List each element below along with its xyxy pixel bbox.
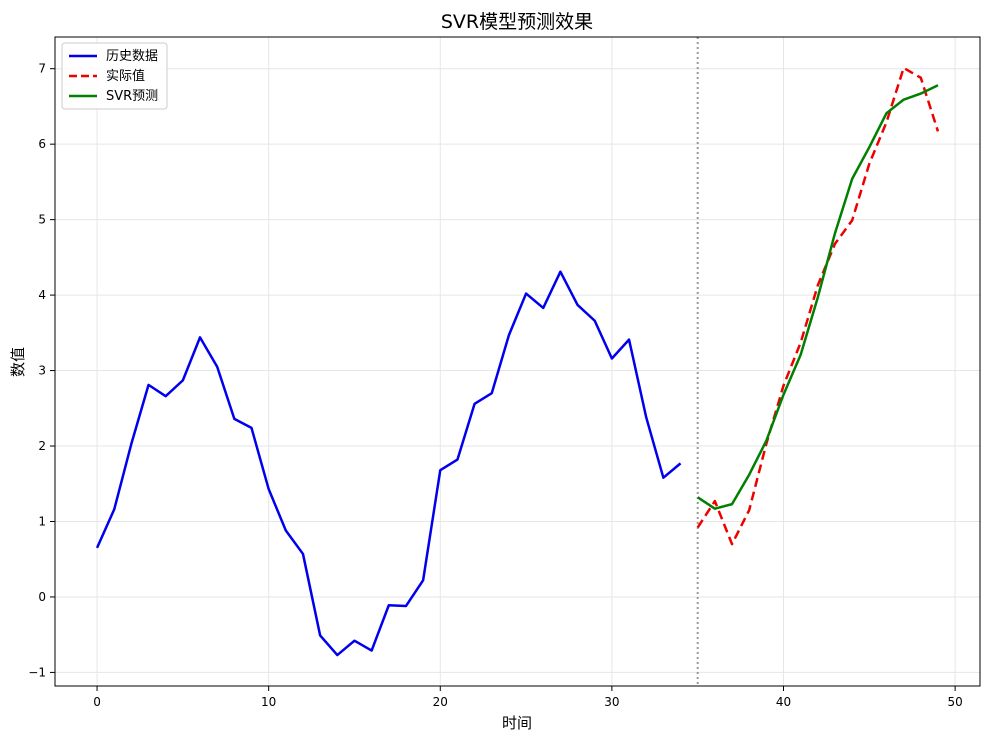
axis-ticks: 0 10 20 30 40 50 −1 0 1 2 3 4 5 6 7 [28,62,962,709]
legend-label-0: 历史数据 [106,49,158,64]
y-tick-label-3: 2 [38,439,46,453]
y-tick-label-4: 3 [38,364,46,378]
y-tick-label-5: 4 [38,288,46,302]
y-tick-label-8: 7 [38,62,46,76]
series-line-2 [697,84,939,510]
x-axis-label: 时间 [502,714,532,732]
chart-title: SVR模型预测效果 [441,11,593,33]
plot-frame [54,36,981,687]
y-axis-label: 数值 [9,347,27,377]
y-tick-label-1: 0 [38,590,46,604]
series-lines [95,66,940,657]
y-tick-label-0: −1 [28,665,46,679]
legend-label-2: SVR预测 [106,89,158,104]
grid [55,37,980,686]
series-line-0 [95,270,682,657]
x-tick-label-2: 20 [433,695,448,709]
y-tick-label-2: 1 [38,514,46,528]
x-tick-label-5: 50 [947,695,962,709]
y-tick-label-6: 5 [38,213,46,227]
x-tick-label-0: 0 [93,695,101,709]
legend: 历史数据 实际值 SVR预测 [61,42,168,110]
series-line-1 [696,66,940,546]
x-tick-label-3: 30 [604,695,619,709]
x-tick-label-4: 40 [776,695,791,709]
x-tick-label-1: 10 [261,695,276,709]
y-tick-label-7: 6 [38,137,46,151]
legend-label-1: 实际值 [106,68,145,84]
legend-box [61,42,168,110]
